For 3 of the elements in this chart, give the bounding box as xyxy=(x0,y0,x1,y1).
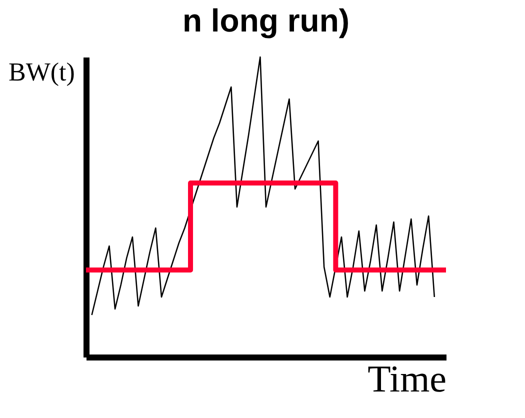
y-axis-title: BW(t) xyxy=(8,58,75,86)
chart-title: n long run) xyxy=(182,2,350,38)
x-axis-title: Time xyxy=(368,358,446,400)
